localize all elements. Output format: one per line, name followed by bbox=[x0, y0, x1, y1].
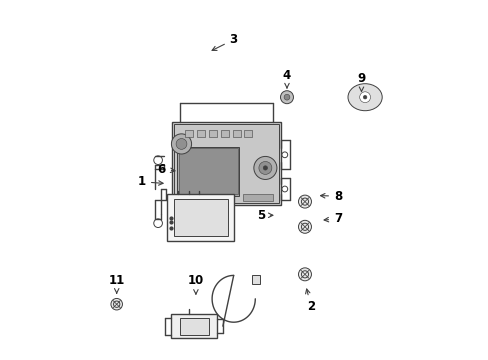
Circle shape bbox=[153, 156, 162, 165]
Circle shape bbox=[171, 134, 191, 154]
Bar bbox=[220, 130, 228, 137]
Bar bbox=[244, 130, 252, 137]
Bar bbox=[197, 130, 204, 137]
Circle shape bbox=[363, 95, 366, 99]
Bar bbox=[185, 130, 193, 137]
Text: 11: 11 bbox=[108, 274, 124, 293]
Bar bbox=[251, 275, 259, 284]
Bar bbox=[173, 199, 227, 236]
Circle shape bbox=[298, 195, 311, 208]
Bar bbox=[174, 124, 278, 203]
Bar bbox=[242, 194, 272, 201]
Bar bbox=[208, 130, 216, 137]
Circle shape bbox=[298, 220, 311, 233]
Bar bbox=[179, 318, 208, 335]
Circle shape bbox=[284, 94, 289, 100]
Circle shape bbox=[298, 268, 311, 281]
Text: 8: 8 bbox=[320, 190, 342, 203]
Text: 4: 4 bbox=[282, 69, 290, 88]
Text: 5: 5 bbox=[256, 209, 272, 222]
Circle shape bbox=[282, 186, 287, 192]
Text: 3: 3 bbox=[212, 33, 237, 50]
Bar bbox=[177, 147, 239, 196]
Bar bbox=[178, 148, 237, 194]
Circle shape bbox=[253, 156, 276, 180]
Circle shape bbox=[282, 152, 287, 158]
Circle shape bbox=[258, 161, 271, 174]
Circle shape bbox=[111, 298, 122, 310]
Circle shape bbox=[263, 166, 267, 170]
Circle shape bbox=[280, 91, 293, 104]
Circle shape bbox=[153, 219, 162, 228]
Bar bbox=[170, 314, 217, 338]
Circle shape bbox=[176, 139, 186, 149]
Circle shape bbox=[359, 92, 370, 103]
Text: 6: 6 bbox=[157, 163, 175, 176]
Ellipse shape bbox=[347, 84, 382, 111]
Text: 7: 7 bbox=[324, 212, 342, 225]
Bar bbox=[172, 122, 280, 205]
Text: 1: 1 bbox=[138, 175, 163, 188]
Text: 9: 9 bbox=[357, 72, 365, 91]
Text: 10: 10 bbox=[187, 274, 203, 294]
Bar bbox=[232, 130, 240, 137]
Text: 2: 2 bbox=[305, 289, 315, 313]
Bar bbox=[167, 194, 233, 241]
